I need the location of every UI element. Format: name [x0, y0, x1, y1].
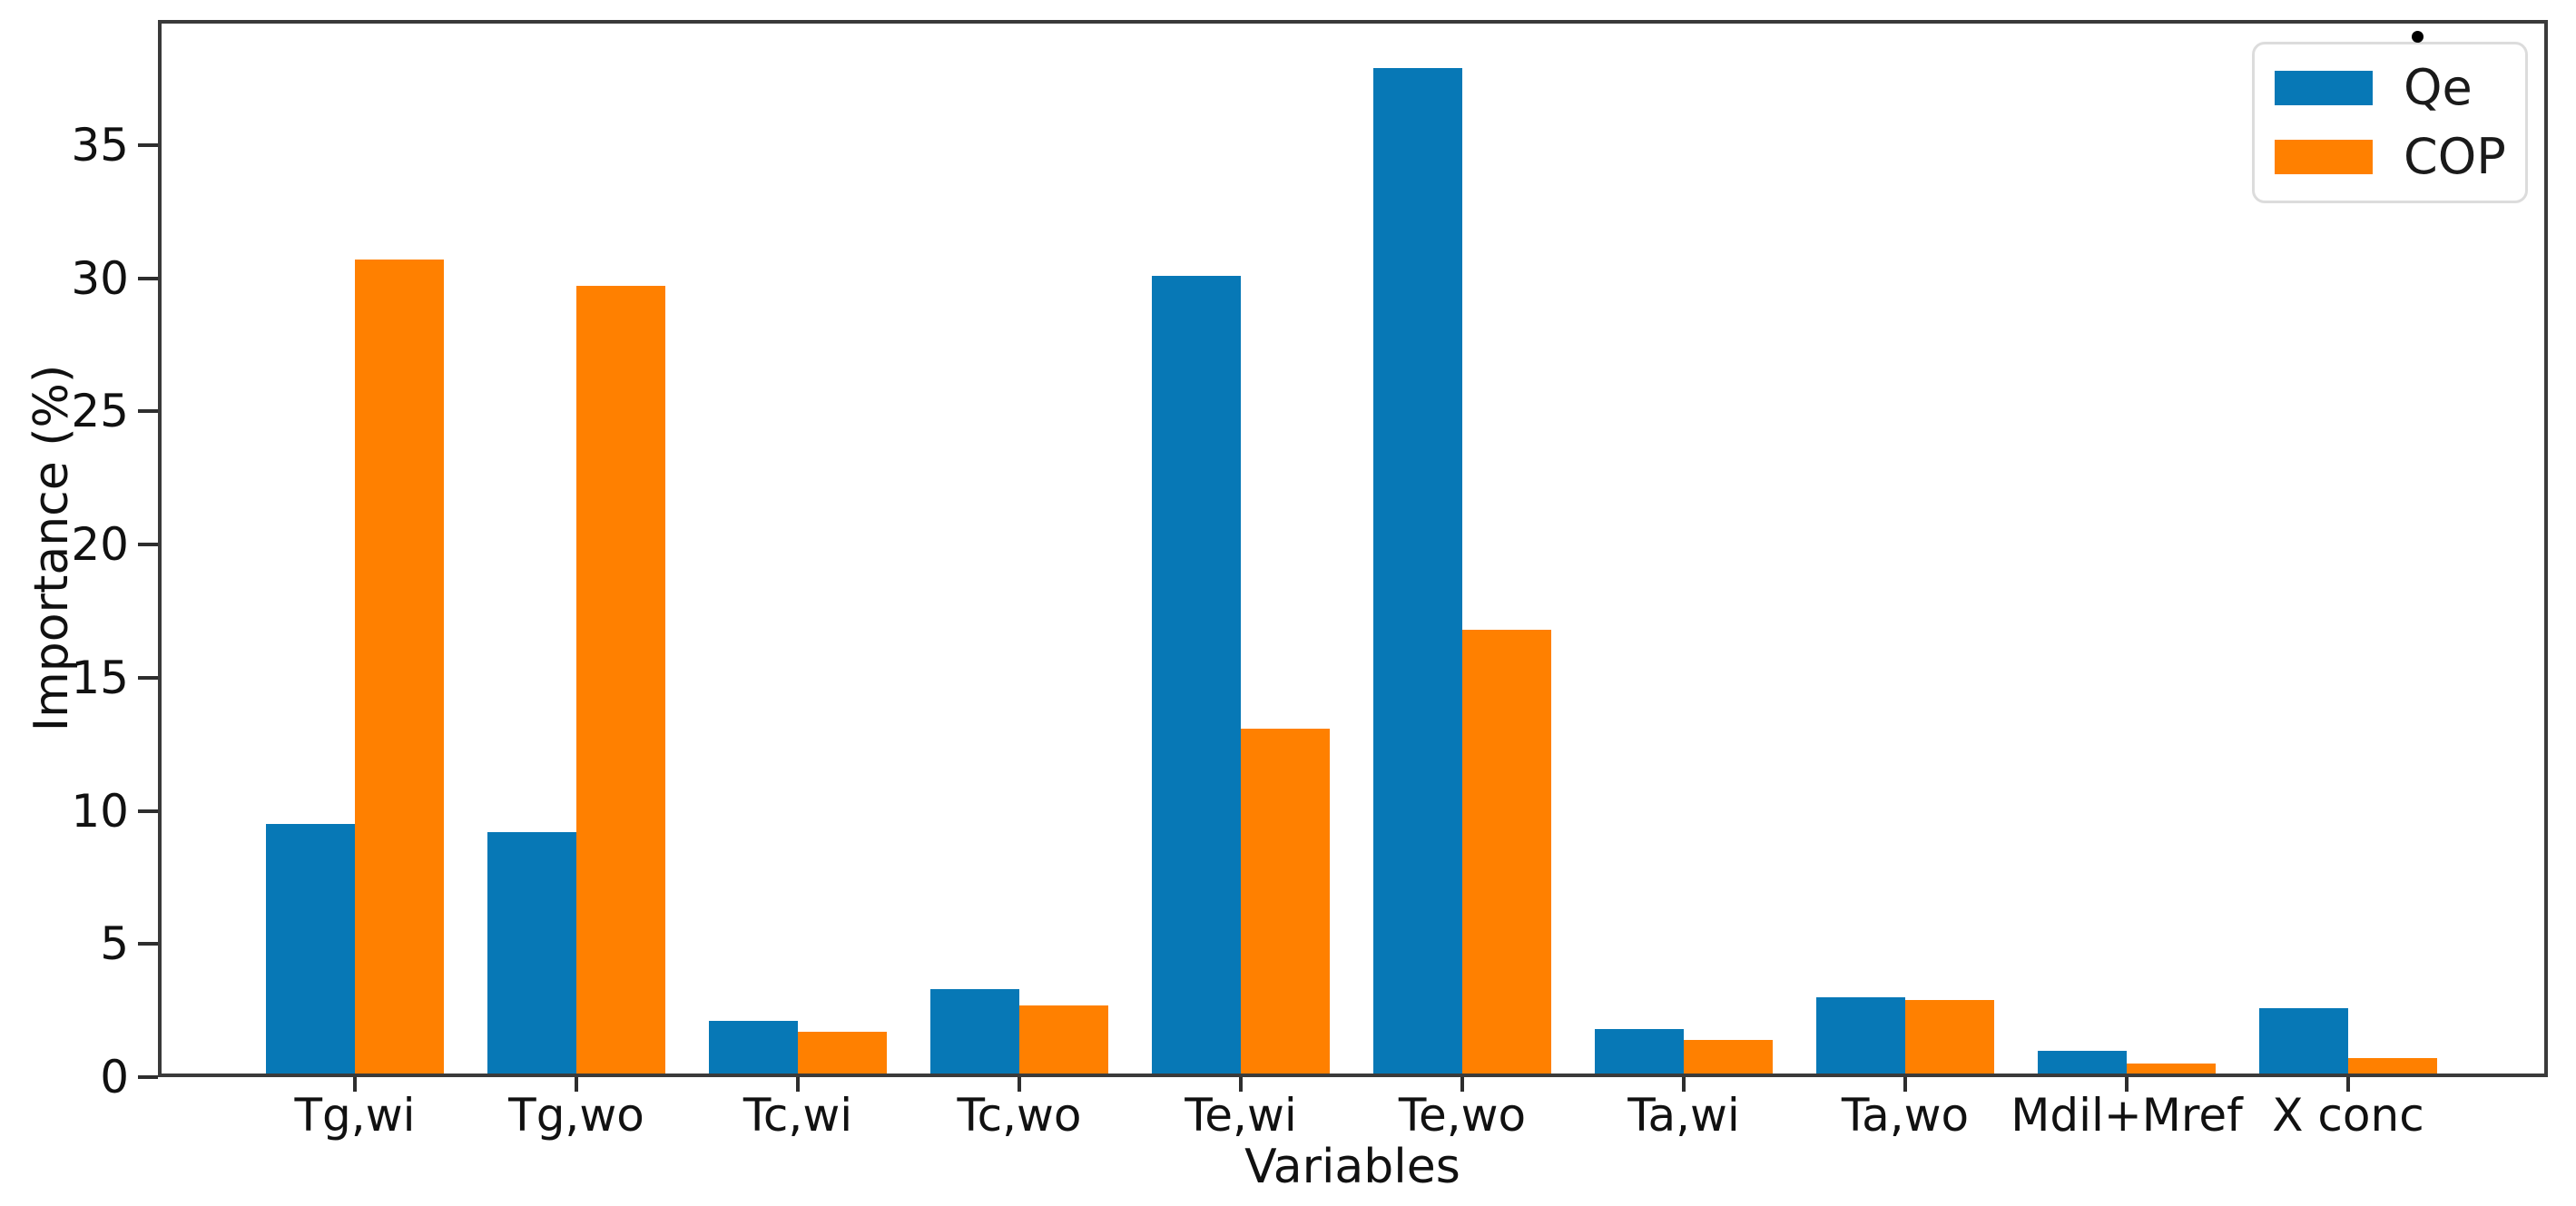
legend-item-cop: COP [2275, 131, 2525, 183]
legend: Qe COP [2252, 42, 2528, 203]
bar-cop-2 [798, 1032, 887, 1077]
legend-item-qe: Qe [2275, 58, 2525, 116]
x-tick-label: Tg,wi [294, 1089, 416, 1142]
bar-qe-9 [2259, 1008, 2348, 1077]
x-tick-label: Ta,wi [1627, 1089, 1740, 1142]
x-tick-label: Tc,wo [957, 1089, 1082, 1142]
y-tick-mark [138, 143, 158, 147]
bar-cop-1 [576, 286, 665, 1077]
y-tick-label: 15 [71, 652, 129, 704]
x-tick-mark [575, 1077, 578, 1092]
bar-qe-1 [487, 832, 576, 1077]
bar-qe-7 [1816, 997, 1905, 1077]
y-tick-mark [138, 676, 158, 680]
y-tick-mark [138, 1075, 158, 1079]
bar-qe-6 [1595, 1029, 1684, 1077]
x-tick-mark [1239, 1077, 1243, 1092]
x-tick-mark [2125, 1077, 2129, 1092]
x-tick-mark [1460, 1077, 1464, 1092]
x-tick-mark [1018, 1077, 1021, 1092]
bar-qe-3 [930, 989, 1019, 1077]
y-tick-label: 10 [71, 785, 129, 838]
bar-cop-5 [1462, 630, 1551, 1077]
x-tick-mark [1903, 1077, 1907, 1092]
y-tick-label: 35 [71, 119, 129, 172]
y-tick-mark [138, 409, 158, 413]
y-tick-mark [138, 277, 158, 280]
stray-dot [2412, 31, 2424, 43]
legend-label-qe: Qe [2404, 58, 2473, 116]
y-tick-mark [138, 543, 158, 546]
bar-qe-5 [1373, 68, 1462, 1077]
y-tick-label: 30 [71, 252, 129, 305]
y-tick-label: 5 [100, 917, 129, 970]
x-tick-label: Tg,wo [508, 1089, 644, 1142]
legend-swatch-qe [2275, 70, 2373, 105]
x-tick-label: X conc [2272, 1089, 2424, 1142]
x-axis-title: Variables [1244, 1140, 1460, 1194]
x-tick-label: Te,wi [1185, 1089, 1297, 1142]
bar-qe-4 [1152, 276, 1241, 1077]
bar-cop-3 [1019, 1005, 1108, 1077]
legend-swatch-cop [2275, 140, 2373, 175]
bar-cop-4 [1241, 729, 1330, 1077]
x-tick-mark [1682, 1077, 1686, 1092]
y-tick-mark [138, 809, 158, 813]
bar-qe-8 [2038, 1051, 2127, 1077]
bar-cop-0 [355, 260, 444, 1077]
bar-cop-6 [1684, 1040, 1773, 1077]
y-tick-label: 20 [71, 518, 129, 571]
x-tick-mark [353, 1077, 357, 1092]
bar-cop-7 [1905, 1000, 1994, 1077]
bar-qe-0 [266, 824, 355, 1077]
x-tick-label: Tc,wi [742, 1089, 853, 1142]
x-tick-mark [2346, 1077, 2350, 1092]
bar-cop-9 [2348, 1058, 2437, 1077]
x-tick-label: Te,wo [1398, 1089, 1527, 1142]
x-tick-label: Ta,wo [1841, 1089, 1970, 1142]
plot-area [158, 20, 2548, 1077]
legend-label-cop: COP [2404, 128, 2506, 186]
y-tick-mark [138, 942, 158, 946]
y-tick-label: 0 [100, 1051, 129, 1103]
x-tick-label: Mdil+Mref [2011, 1089, 2243, 1142]
y-tick-label: 25 [71, 385, 129, 437]
x-tick-mark [796, 1077, 800, 1092]
bar-cop-8 [2127, 1064, 2216, 1077]
bar-qe-2 [709, 1021, 798, 1077]
